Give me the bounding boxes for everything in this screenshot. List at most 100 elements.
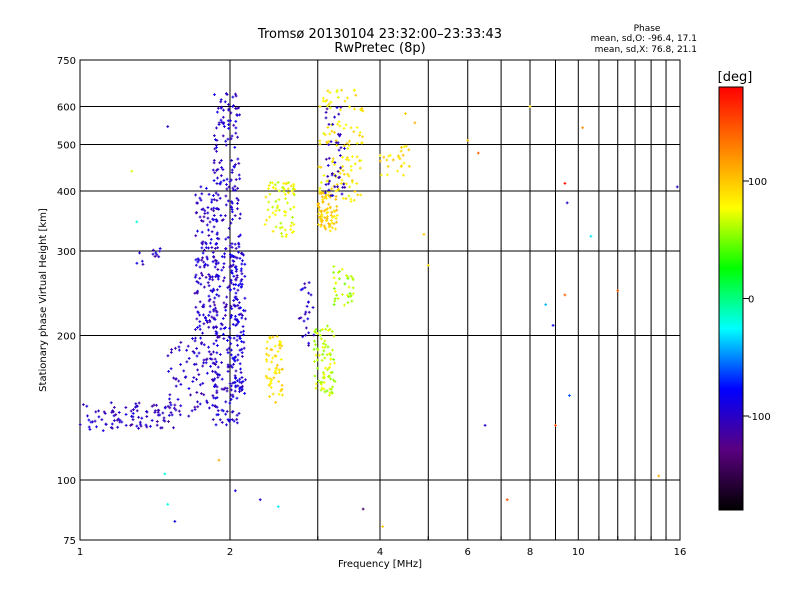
data-point (212, 159, 216, 162)
data-point (207, 313, 211, 317)
data-point (505, 498, 509, 502)
data-point (221, 168, 225, 171)
data-point (328, 132, 332, 136)
data-point (240, 262, 244, 266)
data-point (342, 144, 346, 148)
data-point (271, 392, 275, 396)
data-point (222, 121, 226, 125)
data-point (214, 262, 218, 266)
data-point (353, 107, 356, 111)
data-point (238, 390, 241, 394)
data-point (337, 187, 340, 191)
data-point (341, 293, 344, 296)
data-point (358, 133, 362, 137)
data-point (220, 421, 224, 424)
data-point (657, 474, 661, 478)
data-point (213, 296, 217, 300)
data-point (335, 293, 338, 297)
stats-o-mode: mean, sd,O: -96.4, 17.1 (591, 34, 697, 44)
data-point (243, 262, 247, 266)
data-point (212, 161, 216, 165)
data-point (224, 203, 228, 207)
data-point (345, 141, 349, 145)
data-point (231, 356, 235, 360)
data-point (319, 223, 323, 227)
data-point (324, 110, 328, 114)
data-point (312, 347, 316, 351)
data-point (352, 198, 356, 202)
data-point (215, 313, 219, 317)
data-point (236, 207, 239, 211)
data-point (331, 226, 334, 230)
data-point (323, 224, 326, 228)
data-point (407, 148, 411, 152)
data-point (323, 356, 327, 360)
x-axis-label: Frequency [MHz] (338, 559, 422, 570)
data-point (379, 173, 383, 177)
data-point (233, 145, 237, 149)
data-point (176, 398, 180, 401)
data-point (228, 401, 232, 405)
data-point (120, 420, 124, 424)
data-point (285, 181, 289, 185)
data-point (320, 358, 324, 362)
data-point (274, 371, 278, 375)
data-point (231, 381, 235, 385)
data-point (196, 326, 199, 329)
data-point (237, 242, 241, 246)
data-point (280, 234, 284, 238)
data-point (191, 380, 195, 383)
data-point (318, 105, 322, 108)
data-point (340, 267, 344, 271)
data-point (222, 279, 225, 283)
data-point (346, 293, 349, 297)
data-point (229, 111, 233, 115)
data-point (278, 346, 282, 350)
data-point (226, 339, 229, 342)
data-point (85, 404, 89, 408)
data-point (358, 131, 362, 134)
data-point (242, 340, 246, 344)
data-point (212, 361, 216, 365)
data-point (319, 388, 323, 392)
data-point (292, 205, 296, 209)
data-point (226, 351, 230, 355)
data-point (211, 251, 215, 254)
data-point (206, 263, 210, 267)
data-point (318, 189, 322, 193)
data-point (347, 285, 351, 289)
data-point (238, 216, 242, 220)
data-point (305, 304, 309, 308)
data-point (217, 294, 221, 298)
data-point (238, 113, 242, 117)
data-point (338, 124, 342, 128)
data-point (207, 273, 211, 276)
data-point (227, 185, 231, 189)
data-point (330, 160, 334, 164)
data-point (283, 228, 287, 232)
data-point (228, 288, 232, 292)
data-point (215, 232, 219, 236)
data-point (236, 186, 240, 190)
x-tick-label: 16 (674, 547, 687, 558)
data-point (231, 410, 235, 413)
data-point (203, 209, 207, 213)
data-point (330, 221, 334, 225)
data-point (167, 420, 170, 423)
data-point (346, 147, 350, 150)
data-point (292, 193, 296, 197)
data-point (192, 376, 196, 379)
data-point (322, 174, 326, 177)
data-point (237, 161, 241, 165)
data-point (324, 227, 328, 231)
data-point (234, 163, 237, 166)
data-point (209, 237, 213, 241)
data-point (220, 361, 223, 364)
data-point (318, 333, 322, 337)
data-point (307, 300, 310, 304)
data-point (324, 327, 328, 331)
data-point (227, 127, 231, 130)
data-point (337, 120, 341, 124)
data-point (224, 194, 228, 198)
y-tick-label: 750 (57, 56, 76, 67)
